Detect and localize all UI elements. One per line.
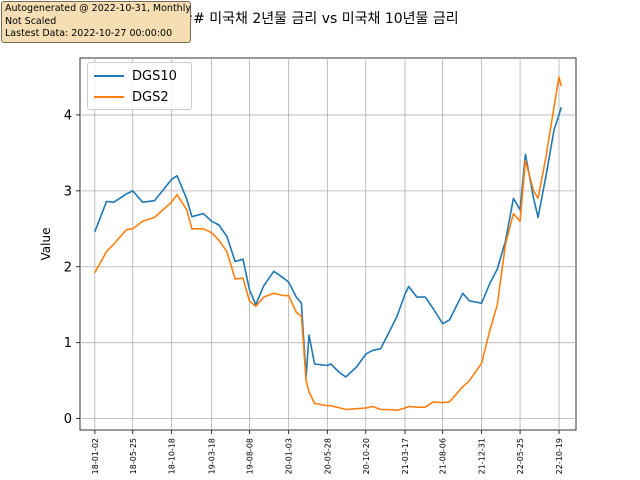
x-tick-label: 21-08-06 [439, 438, 448, 474]
legend-swatch-dgs10 [94, 75, 124, 77]
x-tick-label: 20-10-20 [362, 438, 371, 474]
legend-label-dgs2: DGS2 [132, 89, 169, 105]
y-tick-label: 2 [64, 260, 72, 275]
x-tick-label: 19-08-08 [245, 438, 254, 474]
x-tick-label: 22-10-19 [555, 438, 564, 474]
y-tick-label: 0 [64, 412, 72, 427]
plot-area [79, 57, 577, 431]
legend-label-dgs10: DGS10 [132, 68, 177, 84]
legend-swatch-dgs2 [94, 96, 124, 98]
axis-ticks: 18-01-02 18-05-25 18-10-18 19-03-18 19-08-08… [64, 108, 564, 474]
x-tick-label: 19-03-18 [207, 438, 216, 474]
y-tick-label: 1 [64, 336, 72, 351]
x-tick-label: 18-10-18 [167, 438, 176, 474]
series-lines [94, 76, 562, 412]
y-axis-label: Value [39, 228, 53, 261]
x-tick-label: 22-05-25 [516, 438, 525, 474]
legend-entry-dgs2: DGS2 [94, 88, 169, 106]
series-line-dgs10 [94, 107, 562, 378]
legend-entry-dgs10: DGS10 [94, 67, 177, 85]
x-tick-label: 18-05-25 [129, 438, 138, 474]
x-tick-label: 20-05-28 [323, 438, 332, 474]
info-line-autogenerated: Autogenerated @ 2022-10-31, Monthly [5, 3, 191, 14]
y-tick-label: 4 [64, 108, 72, 123]
grid-lines [80, 58, 576, 430]
x-tick-label: 20-01-03 [285, 438, 294, 474]
chart-title: ## 미국채 2년물 금리 vs 미국채 10년물 금리 [181, 11, 458, 27]
info-line-scaling: Not Scaled [5, 15, 57, 27]
chart-legend: DGS10 DGS2 [87, 62, 192, 110]
info-annotation-box: Autogenerated @ 2022-10-31, Monthly Not … [1, 1, 191, 43]
series-line-dgs2 [94, 76, 562, 412]
x-tick-label: 18-01-02 [91, 438, 100, 474]
info-line-latest-data: Lastest Data: 2022-10-27 00:00:00 [5, 28, 173, 39]
y-tick-label: 3 [64, 184, 72, 199]
x-tick-label: 21-12-31 [478, 438, 487, 474]
x-tick-label: 21-03-17 [401, 438, 410, 474]
